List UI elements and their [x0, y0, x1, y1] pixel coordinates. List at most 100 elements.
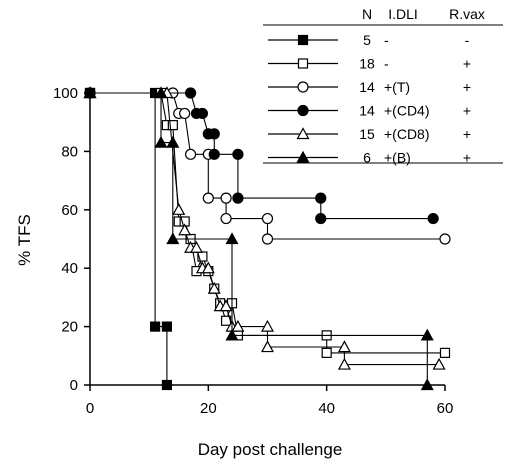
legend-entry: 15 +(CD8) + [268, 126, 471, 142]
legend-n: 15 [359, 126, 375, 142]
x-ticks: 0 20 40 60 [86, 385, 454, 417]
legend-entry: 5-- [268, 32, 470, 48]
series-point [184, 148, 197, 160]
legend: N I.DLI R.vax 5- -18- +14 +(T) +14 +(CD4) +15 +… [263, 6, 503, 166]
legend-rvax: + [463, 103, 471, 119]
legend-n: 18 [359, 56, 375, 72]
legend-header-idli: I.DLI [388, 6, 418, 22]
series-point [167, 120, 178, 131]
series-point [196, 107, 209, 120]
series-point [439, 347, 451, 358]
series-circle-open [84, 87, 451, 245]
legend-marker [296, 127, 310, 140]
series-line [90, 92, 434, 220]
series-point [178, 223, 192, 236]
series-point [154, 86, 168, 99]
y-axis-label: % TFS [15, 214, 34, 266]
series-point [260, 340, 275, 353]
legend-n: 14 [359, 103, 375, 119]
legend-idli: - [384, 32, 389, 48]
legend-rvax: + [463, 126, 471, 142]
series-point [207, 281, 221, 294]
series-point [321, 347, 332, 358]
series-layer [83, 86, 451, 391]
series-point [161, 321, 173, 332]
x-tick-label: 20 [200, 400, 217, 417]
legend-rvax: + [463, 150, 471, 166]
legend-entry: 6 +(B) + [268, 150, 471, 166]
series-point [149, 321, 161, 332]
series-point [261, 233, 274, 245]
series-point [166, 135, 180, 148]
y-tick-label: 60 [61, 202, 78, 219]
series-line [90, 92, 168, 385]
series-point [337, 340, 351, 353]
legend-idli: +(B) [384, 150, 411, 166]
series-point [231, 319, 245, 332]
series-point [432, 357, 446, 370]
series-point [189, 241, 204, 253]
series-point [315, 192, 327, 204]
series-point [439, 233, 451, 245]
x-axis-label: Day post challenge [198, 440, 343, 459]
legend-n: 6 [363, 150, 371, 166]
legend-idli: +(CD8) [384, 126, 430, 142]
legend-rvax: + [463, 79, 471, 95]
series-point [220, 212, 232, 225]
series-point [427, 212, 439, 225]
legend-rows: 5- -18- +14 +(T) +14 +(CD4) +15 +(CD8) +6 +(B) + [268, 32, 471, 166]
legend-n: 5 [363, 32, 371, 48]
series-point [232, 192, 244, 204]
series-point [184, 87, 197, 99]
y-tick-label: 20 [61, 319, 78, 336]
legend-marker [297, 104, 309, 117]
series-square-filled [84, 87, 173, 391]
series-point [172, 203, 186, 215]
series-point [420, 378, 434, 391]
legend-entry: 14 +(T) + [268, 79, 471, 95]
y-tick-label: 80 [61, 143, 78, 160]
legend-marker [297, 81, 309, 93]
series-point [260, 319, 275, 332]
legend-n: 14 [359, 79, 375, 95]
series-point [232, 148, 244, 160]
x-tick-label: 0 [86, 400, 94, 417]
series-point [166, 232, 180, 245]
x-tick-label: 60 [437, 400, 454, 417]
series-point [337, 357, 351, 370]
y-tick-label: 40 [61, 260, 78, 277]
legend-entry: 14 +(CD4) + [268, 103, 471, 119]
series-point [420, 328, 434, 341]
x-tick-label: 40 [318, 400, 335, 417]
series-point [220, 192, 232, 204]
series-point [83, 86, 97, 99]
series-point [315, 212, 327, 225]
series-point [225, 232, 239, 245]
y-tick-label: 0 [70, 377, 78, 394]
legend-entry: 18- + [268, 56, 471, 72]
legend-idli: +(CD4) [384, 103, 430, 119]
series-point [161, 379, 173, 391]
series-point [225, 328, 239, 341]
legend-marker [297, 34, 309, 46]
series-point [179, 107, 191, 120]
legend-marker [297, 58, 309, 69]
legend-rvax: + [463, 56, 471, 72]
legend-idli: +(T) [384, 79, 410, 95]
legend-header-n: N [362, 6, 372, 22]
series-point [201, 261, 215, 274]
series-point [208, 128, 220, 140]
series-triangle-filled [83, 86, 434, 391]
y-tick-label: 100 [53, 85, 78, 102]
series-triangle-open [83, 86, 446, 370]
series-point [261, 212, 274, 225]
legend-header-rvax: R.vax [449, 6, 485, 22]
legend-idli: - [384, 56, 389, 72]
legend-rvax: - [465, 32, 470, 48]
legend-marker [296, 150, 310, 163]
series-point [208, 148, 220, 160]
series-point [154, 135, 168, 148]
y-ticks: 0 20 40 60 80 100 [53, 85, 90, 394]
series-point [202, 192, 214, 204]
